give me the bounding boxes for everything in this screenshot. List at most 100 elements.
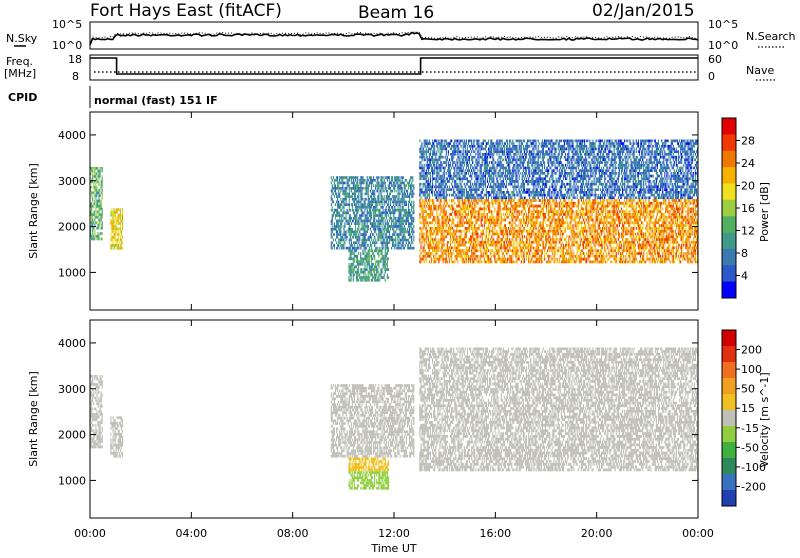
echo-cell	[583, 213, 584, 216]
echo-cell	[370, 201, 371, 204]
echo-cell	[467, 216, 468, 219]
echo-cell	[551, 227, 552, 230]
echo-cell	[405, 220, 406, 223]
echo-cell	[467, 249, 468, 252]
echo-cell	[392, 241, 393, 244]
echo-cell	[567, 224, 568, 227]
echo-cell	[484, 224, 485, 227]
echo-cell	[352, 247, 353, 250]
echo-cell	[451, 261, 452, 264]
echo-cell	[371, 279, 372, 282]
echo-cell	[545, 230, 546, 233]
echo-cell	[102, 221, 103, 224]
echo-cell	[448, 227, 449, 230]
echo-cell	[111, 230, 112, 233]
echo-cell	[579, 255, 580, 258]
echo-cell	[486, 247, 487, 250]
echo-cell	[579, 238, 580, 241]
echo-cell	[455, 241, 456, 244]
echo-cell	[600, 219, 601, 222]
echo-cell	[98, 205, 99, 208]
echo-cell	[119, 217, 120, 220]
echo-cell	[411, 193, 412, 196]
echo-cell	[406, 217, 407, 220]
echo-cell	[102, 224, 103, 227]
echo-cell	[419, 216, 420, 219]
echo-cell	[569, 208, 570, 211]
echo-cell	[364, 271, 365, 274]
echo-cell	[450, 208, 451, 211]
echo-cell	[586, 233, 587, 236]
echo-cell	[419, 261, 420, 264]
echo-cell	[507, 238, 508, 241]
echo-cell	[357, 231, 358, 234]
echo-cell	[350, 233, 351, 236]
echo-cell	[520, 224, 521, 227]
echo-cell	[362, 250, 363, 253]
echo-cell	[335, 179, 336, 182]
echo-cell	[526, 255, 527, 258]
echo-cell	[382, 179, 383, 182]
echo-cell	[477, 238, 478, 241]
echo-cell	[446, 247, 447, 250]
echo-cell	[350, 236, 351, 239]
echo-cell	[519, 255, 520, 258]
echo-cell	[373, 214, 374, 217]
echo-cell	[564, 261, 565, 264]
echo-cell	[341, 203, 342, 206]
echo-cell	[392, 233, 393, 236]
echo-cell	[539, 216, 540, 219]
echo-cell	[537, 249, 538, 252]
echo-cell	[404, 233, 405, 236]
echo-cell	[495, 221, 496, 224]
echo-cell	[397, 179, 398, 182]
echo-cell	[582, 221, 583, 224]
echo-cell	[375, 184, 376, 187]
echo-cell	[386, 268, 387, 271]
echo-cell	[371, 258, 372, 261]
echo-cell	[373, 239, 374, 242]
echo-cell	[478, 208, 479, 211]
echo-cell	[541, 208, 542, 211]
echo-cell	[369, 279, 370, 282]
echo-cell	[384, 195, 385, 198]
echo-cell	[603, 238, 604, 241]
echo-cell	[477, 255, 478, 258]
echo-cell	[472, 252, 473, 255]
echo-cell	[350, 176, 351, 179]
echo-cell	[569, 210, 570, 213]
echo-cell	[332, 201, 333, 204]
echo-cell	[332, 217, 333, 220]
echo-cell	[357, 276, 358, 279]
echo-cell	[348, 195, 349, 198]
echo-cell	[334, 190, 335, 193]
echo-cell	[401, 214, 402, 217]
echo-cell	[602, 261, 603, 264]
echo-cell	[406, 222, 407, 225]
echo-cell	[596, 230, 597, 233]
echo-cell	[405, 231, 406, 234]
echo-cell	[537, 208, 538, 211]
echo-cell	[535, 205, 536, 208]
echo-cell	[419, 219, 420, 222]
echo-cell	[572, 241, 573, 244]
echo-cell	[476, 255, 477, 258]
echo-cell	[117, 228, 118, 231]
echo-cell	[389, 233, 390, 236]
echo-cell	[352, 195, 353, 198]
echo-cell	[355, 266, 356, 269]
echo-cell	[602, 227, 603, 230]
echo-cell	[626, 249, 627, 252]
echo-cell	[556, 213, 557, 216]
echo-cell	[609, 233, 610, 236]
echo-cell	[626, 230, 627, 233]
freq-tick-top: 18	[68, 53, 82, 66]
echo-cell	[371, 184, 372, 187]
echo-cell	[571, 238, 572, 241]
echo-cell	[461, 252, 462, 255]
echo-cell	[488, 210, 489, 213]
echo-cell	[349, 222, 350, 225]
echo-cell	[626, 247, 627, 250]
echo-cell	[388, 228, 389, 231]
echo-cell	[395, 198, 396, 201]
